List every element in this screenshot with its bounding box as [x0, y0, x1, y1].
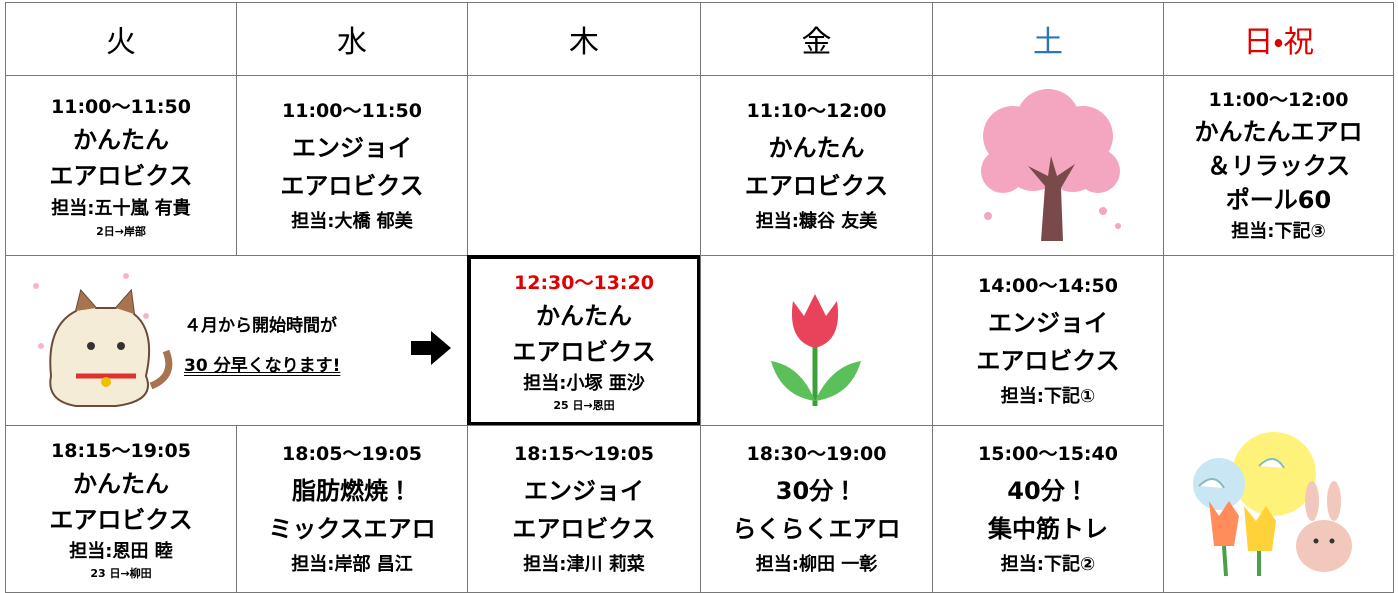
instructor: 担当:小塚 亜沙: [523, 372, 645, 394]
class-cell: 18:15～19:05 かんたん エアロビクス 担当:恩田 睦 23 日→柳田: [5, 425, 237, 593]
class-name: らくらくエアロ: [732, 515, 901, 543]
bunny-illustration: [1193, 432, 1352, 577]
class-name: 40分！: [1007, 477, 1089, 505]
class-name: ポール60: [1225, 185, 1332, 214]
time: 15:00～15:40: [978, 443, 1118, 465]
class-cell: 11:00～11:50 エンジョイ エアロビクス 担当:大橋 郁美: [236, 75, 468, 256]
class-cell: 12:30～13:20 かんたん エアロビクス 担当:小塚 亜沙 25 日→恩田: [467, 255, 701, 426]
instructor: 担当:柳田 一彰: [755, 554, 878, 575]
time: 11:00～11:50: [282, 99, 422, 122]
time: 18:15～19:05: [51, 440, 191, 462]
note: 2日→岸部: [96, 224, 146, 238]
image-cell: [932, 75, 1164, 256]
day-header: 木: [467, 2, 701, 76]
instructor: 担当:糠谷 友美: [755, 210, 878, 232]
notice-text: 30 分早くなります!: [184, 356, 341, 376]
class-name: かんたん: [768, 133, 865, 162]
note: 25 日→恩田: [553, 398, 615, 412]
time: 11:00～12:00: [1208, 88, 1349, 111]
class-name: エアロビクス: [512, 515, 656, 543]
empty-cell: [467, 75, 701, 256]
tulip-illustration: [771, 294, 861, 406]
image-cell: [1163, 255, 1394, 593]
class-name: 集中筋トレ: [988, 515, 1108, 543]
note: 23 日→柳田: [90, 567, 152, 580]
class-cell: 11:00～11:50 かんたん エアロビクス 担当:五十嵐 有貴 2日→岸部: [5, 75, 237, 256]
day-header: 土: [932, 2, 1164, 76]
class-cell: 15:00～15:40 40分！ 集中筋トレ 担当:下記②: [932, 425, 1164, 593]
instructor: 担当:岸部 昌江: [291, 554, 413, 575]
day-header: 水: [236, 2, 468, 76]
class-name: 30分！: [775, 477, 858, 505]
class-name: エアロビクス: [280, 171, 424, 200]
class-cell: 11:00～12:00 かんたんエアロ ＆リラックス ポール60 担当:下記③: [1163, 75, 1394, 256]
notice-cell: ４月から開始時間が 30 分早くなります!: [5, 255, 468, 426]
instructor: 担当:下記①: [1000, 385, 1096, 407]
class-cell: 18:30～19:00 30分！ らくらくエアロ 担当:柳田 一彰: [700, 425, 933, 593]
class-name: エアロビクス: [49, 506, 193, 534]
class-name: エンジョイ: [524, 477, 644, 505]
class-name: かんたん: [73, 470, 169, 498]
time: 18:30～19:00: [746, 443, 887, 465]
class-name: エアロビクス: [976, 346, 1120, 375]
notice-text: ４月から開始時間が: [184, 316, 337, 336]
time: 12:30～13:20: [514, 271, 654, 294]
instructor: 担当:大橋 郁美: [291, 210, 413, 232]
time: 11:00～11:50: [51, 95, 191, 118]
class-name: ＆リラックス: [1206, 151, 1351, 180]
class-name: エンジョイ: [988, 308, 1108, 337]
class-cell: 14:00～14:50 エンジョイ エアロビクス 担当:下記①: [932, 255, 1164, 426]
class-name: エアロビクス: [744, 171, 889, 200]
cat-illustration: [33, 273, 451, 407]
instructor: 担当:五十嵐 有貴: [51, 197, 191, 219]
class-name: エンジョイ: [292, 133, 412, 162]
image-cell: [700, 255, 933, 426]
tree-illustration: [981, 89, 1121, 241]
class-name: ミックスエアロ: [268, 515, 436, 543]
class-name: エアロビクス: [512, 337, 656, 366]
instructor: 担当:下記③: [1231, 220, 1326, 242]
time: 14:00～14:50: [978, 274, 1118, 297]
class-cell: 18:15～19:05 エンジョイ エアロビクス 担当:津川 莉菜: [467, 425, 701, 593]
time: 18:15～19:05: [514, 443, 654, 465]
instructor: 担当:津川 莉菜: [523, 554, 645, 575]
time: 11:10～12:00: [746, 99, 887, 122]
day-header: 金: [700, 2, 933, 76]
instructor: 担当:下記②: [1000, 554, 1096, 575]
class-name: エアロビクス: [49, 161, 193, 190]
class-name: かんたん: [73, 125, 169, 154]
class-name: かんたんエアロ: [1194, 117, 1363, 146]
day-header: 日・祝: [1163, 2, 1394, 76]
class-name: 脂肪燃焼！: [292, 477, 412, 505]
day-header: 火: [5, 2, 237, 76]
class-cell: 11:10～12:00 かんたん エアロビクス 担当:糠谷 友美: [700, 75, 933, 256]
instructor: 担当:恩田 睦: [69, 541, 173, 562]
class-name: かんたん: [536, 301, 632, 330]
class-cell: 18:05～19:05 脂肪燃焼！ ミックスエアロ 担当:岸部 昌江: [236, 425, 468, 593]
time: 18:05～19:05: [282, 443, 422, 465]
